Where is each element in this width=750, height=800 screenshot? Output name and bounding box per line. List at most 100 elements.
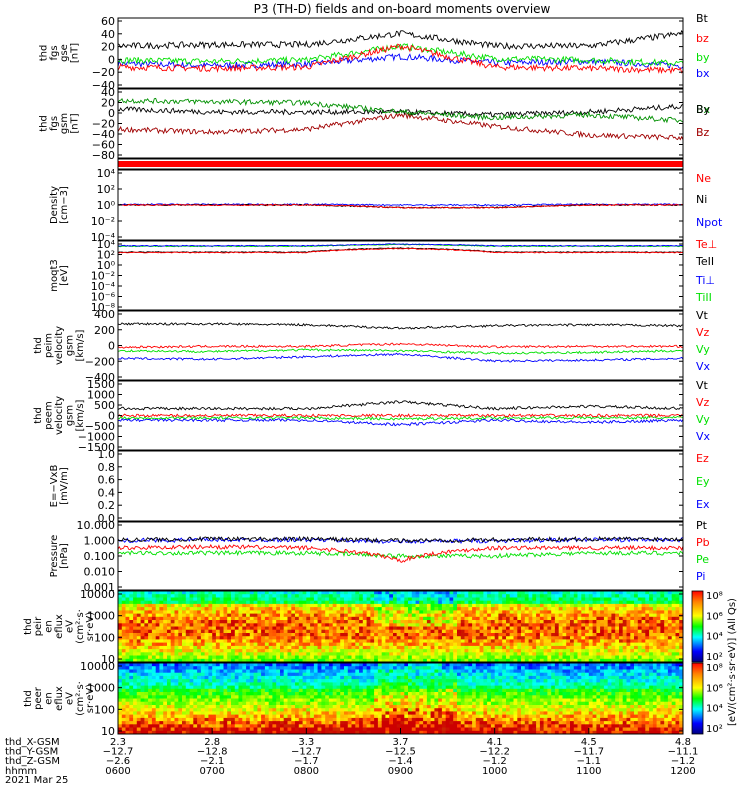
y-axis-label: Pressure <box>49 535 60 578</box>
series-line-Vy <box>117 415 684 421</box>
y-tick-label: −1000 <box>78 431 115 444</box>
y-axis-label: fgs <box>49 116 60 131</box>
legend-Bz: Bz <box>696 126 710 139</box>
colorbar: 10⁸ 10⁶ 10⁴ 10² <box>691 590 723 663</box>
y-tick-label: 200 <box>94 324 115 337</box>
series-line-Ti⊥ <box>117 243 684 247</box>
y-tick-label: 20 <box>101 97 115 110</box>
legend-Npot: Npot <box>696 216 723 229</box>
x-tick-label: −12.2 <box>479 747 510 758</box>
y-axis-label: thd <box>38 45 49 62</box>
x-tick-label: 1200 <box>670 766 695 777</box>
y-tick-label: 400 <box>94 308 115 321</box>
legend-Pi: Pi <box>696 570 705 583</box>
legend-Ey: Ey <box>696 475 710 488</box>
series-line-Pb <box>117 543 684 563</box>
series-line-bx <box>117 53 684 70</box>
colorbar-tick: 10⁴ <box>706 704 723 715</box>
panel-efield: 1.00.80.60.40.20.0 E=−VxB [mV/m] Ez Ey Ex <box>49 448 710 525</box>
y-tick-label: 10⁴ <box>97 167 116 180</box>
y-tick-label: 0.010 <box>84 566 116 579</box>
legend-TeII: TeII <box>695 255 714 268</box>
y-axis-label: eflux <box>54 686 65 711</box>
y-tick-label: 1000 <box>87 610 115 623</box>
colorbar-tick: 10⁸ <box>706 591 723 602</box>
panel-frame <box>117 17 684 89</box>
series-line-Vz <box>117 342 684 349</box>
x-axis-row-name: thd_Z-GSM <box>5 756 60 767</box>
legend-Ti⊥: Ti⊥ <box>695 274 715 287</box>
y-axis-label: velocity <box>54 396 65 435</box>
series-line-Bt <box>117 29 684 51</box>
legend-Ex: Ex <box>696 498 710 511</box>
x-tick-label: −1.2 <box>671 756 695 767</box>
y-axis-label: en <box>44 620 55 633</box>
legend-Pe: Pe <box>696 553 709 566</box>
colorbar-tick: 10⁶ <box>706 611 723 622</box>
y-axis-label: eV <box>64 692 75 705</box>
y-tick-label: −40 <box>92 79 115 92</box>
y-tick-label: 10⁻⁸ <box>91 301 116 314</box>
y-axis-label: E=−VxB <box>49 465 60 508</box>
legend-bz: bz <box>696 32 709 45</box>
y-tick-label: −80 <box>92 149 115 162</box>
legend-Bt: Bt <box>696 12 709 25</box>
y-tick-label: 0.0 <box>98 512 116 525</box>
y-axis-label: thd <box>33 407 44 424</box>
y-axis-label: velocity <box>54 326 65 365</box>
y-tick-label: 0.100 <box>84 550 116 563</box>
y-tick-label: −20 <box>92 66 115 79</box>
colorbar-tick: 10⁴ <box>706 632 723 643</box>
time-axis: thd_X-GSM 2.3 2.8 3.3 3.7 4.1 4.5 4.8 thd_Y-GSM −… <box>5 728 698 786</box>
y-axis-label: [km/s] <box>75 399 86 431</box>
y-tick-label: 10000 <box>80 660 115 673</box>
y-tick-label: 500 <box>94 399 115 412</box>
mode-bar <box>118 161 683 167</box>
y-tick-label: 0.6 <box>98 474 116 487</box>
y-tick-label: 0 <box>108 107 115 120</box>
y-axis-label: thd <box>38 115 49 132</box>
panel-frame <box>117 590 684 663</box>
y-axis-label: [cm−3] <box>59 186 70 224</box>
x-tick-label: 4.5 <box>581 737 597 748</box>
colorbar-tick: 10² <box>706 724 723 735</box>
series-line-Pe <box>117 549 684 560</box>
panel-frame <box>117 450 684 522</box>
y-tick-label: 0.001 <box>84 581 116 594</box>
y-tick-label: 10² <box>97 249 115 262</box>
y-tick-label: 10⁻⁶ <box>91 291 116 304</box>
y-axis-label: gse <box>59 44 70 62</box>
x-tick-label: 0900 <box>388 766 413 777</box>
y-axis-label: [nT] <box>70 43 81 63</box>
y-axis-label: (cm²·s· <box>75 681 86 716</box>
panel-peir: 10000 1000 100 10 thd peir en eflux eV (cm²·s· sr·… <box>23 588 684 666</box>
x-tick-label: −1.7 <box>294 756 318 767</box>
y-tick-label: 10⁰ <box>97 199 116 212</box>
y-tick-label: 60 <box>101 15 115 28</box>
series-line-bz <box>117 43 684 75</box>
series-line-Ne <box>117 203 684 209</box>
legend-Ne: Ne <box>696 172 711 185</box>
y-tick-label: 1.000 <box>84 535 116 548</box>
y-axis-label: [km/s] <box>75 329 86 361</box>
legend-Vx: Vx <box>696 430 711 443</box>
y-axis-label: sr·eV) <box>85 684 96 713</box>
x-tick-label: 2.8 <box>204 737 220 748</box>
legend-Bx: Bx <box>696 103 711 116</box>
legend-Pt: Pt <box>696 519 708 532</box>
legend-By: By <box>696 103 711 116</box>
y-axis-label: eV <box>64 620 75 633</box>
date-label: 2021 Mar 25 <box>5 775 68 786</box>
y-tick-label: 100 <box>94 631 115 644</box>
colorbar-tick: 10⁸ <box>706 663 723 674</box>
colorbar-tick: 10² <box>706 652 723 663</box>
y-tick-label: −400 <box>85 371 115 384</box>
y-tick-label: 0.8 <box>98 461 116 474</box>
y-axis-label: [nPa] <box>59 543 70 569</box>
legend-by: by <box>696 51 710 64</box>
y-axis-label: eflux <box>54 614 65 639</box>
y-tick-label: 10⁻⁴ <box>91 280 116 293</box>
y-axis-label: peim <box>44 333 55 358</box>
x-tick-label: −2.1 <box>200 756 224 767</box>
